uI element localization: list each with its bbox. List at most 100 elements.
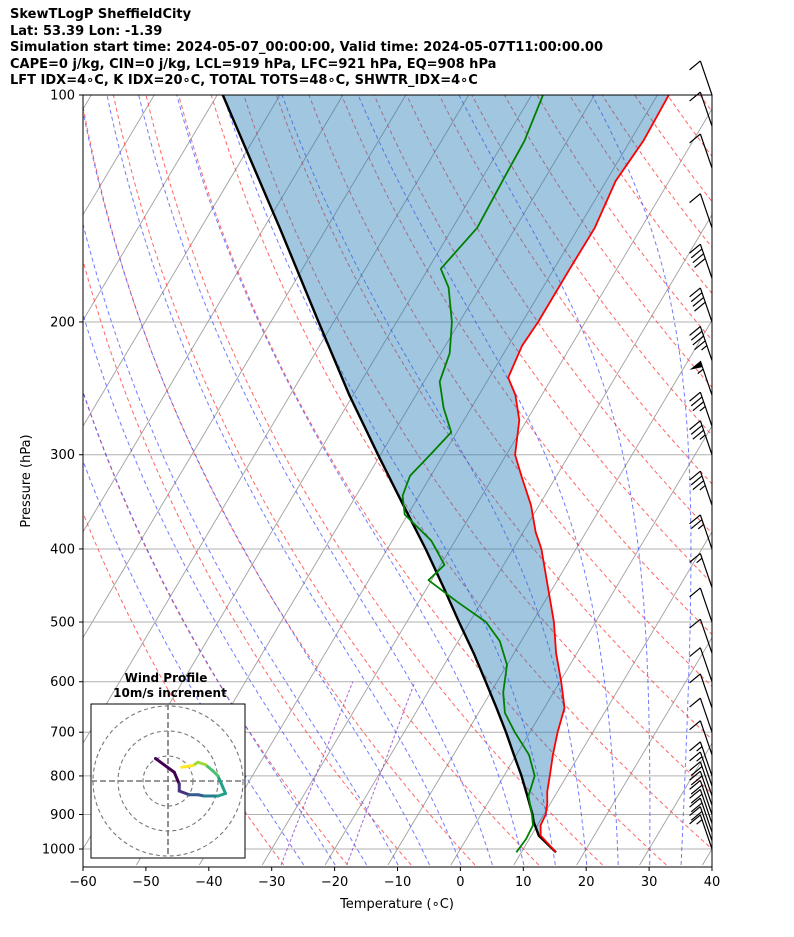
location-text: Lat: 53.39 Lon: -1.39 (10, 23, 163, 39)
barb-half (699, 434, 706, 440)
wind-barb (689, 360, 713, 396)
barb-half (699, 485, 706, 491)
y-tick-label: 300 (50, 448, 75, 463)
barb-full (692, 401, 705, 412)
dry-adiabat (732, 95, 794, 865)
wind-barb (689, 788, 713, 824)
y-axis-label: Pressure (hPa) (19, 434, 34, 527)
dry-adiabat (145, 95, 603, 866)
isotherm-line (324, 213, 712, 866)
barb-full (689, 514, 701, 525)
isotherm-line (83, 95, 407, 639)
barb-staff (699, 243, 713, 279)
barb-staff (699, 287, 713, 323)
moist-adiabat (83, 459, 305, 866)
dry-adiabat (275, 95, 712, 741)
y-tick-label: 500 (50, 616, 75, 631)
dry-adiabat (634, 95, 712, 203)
wind-barb (689, 243, 713, 279)
moist-adiabat (83, 222, 399, 866)
hodograph-segment (204, 763, 215, 773)
y-tick-label: 600 (50, 675, 75, 690)
dry-adiabat (210, 95, 712, 850)
isotherm-line (83, 95, 344, 533)
barb-full (690, 330, 703, 341)
x-tick-label: 10 (515, 875, 532, 890)
barb-staff (699, 193, 713, 228)
barb-staff (699, 751, 713, 787)
moist-adiabat (713, 95, 749, 865)
barb-flag (689, 360, 703, 370)
moist-adiabat (83, 108, 430, 866)
hodograph-segment (177, 789, 191, 797)
barb-full (692, 253, 705, 264)
barb-half (696, 756, 703, 762)
y-tick-label: 700 (50, 726, 75, 741)
barb-staff (699, 420, 713, 455)
barb-half (697, 523, 705, 530)
wind-barb (689, 193, 713, 228)
wind-barb (689, 326, 713, 361)
barb-full (692, 480, 705, 491)
barb-staff (699, 761, 713, 796)
moist-adiabat (222, 95, 556, 866)
barb-full (690, 475, 703, 486)
barb-staff (699, 797, 713, 833)
x-tick-label: 20 (578, 875, 595, 890)
barb-full (689, 552, 701, 563)
dry-adiabat (243, 95, 712, 795)
barb-full (689, 193, 701, 204)
barb-full (692, 335, 705, 346)
barb-staff (699, 697, 713, 733)
dewpoint-line (401, 95, 544, 853)
wind-barb (689, 391, 713, 427)
isotherm-line (261, 108, 712, 866)
isotherm-line (83, 95, 92, 110)
barb-half (697, 368, 704, 375)
barb-full (689, 720, 701, 731)
y-tick-label: 900 (50, 808, 75, 823)
isotherm-line (513, 530, 712, 866)
wind-barb (689, 420, 713, 455)
barb-half (699, 406, 706, 412)
wind-barb (689, 720, 713, 755)
barb-staff (699, 789, 713, 824)
moist-adiabat (106, 95, 462, 866)
x-tick-label: −60 (69, 875, 96, 890)
y-tick-label: 400 (50, 542, 75, 557)
time-text: Simulation start time: 2024-05-07_00:00:… (10, 40, 603, 55)
barb-full (690, 766, 703, 776)
indices-text-2: LFT IDX=4∘C, K IDX=20∘C, TOTAL TOTS=48∘C… (10, 73, 478, 88)
barb-full (690, 396, 703, 407)
barb-staff (699, 780, 713, 815)
barb-full (689, 326, 701, 336)
chart-title: SkewTLogP SheffieldCity (10, 7, 192, 22)
barb-full (689, 673, 701, 684)
wind-barb (689, 741, 713, 777)
isotherm-line (387, 319, 712, 866)
barb-half (696, 557, 703, 564)
isotherm-line (83, 95, 470, 745)
barb-full (694, 301, 706, 312)
cape-fill (222, 95, 669, 853)
moist-adiabat (458, 95, 651, 865)
x-tick-label: −50 (132, 875, 159, 890)
x-tick-label: −20 (321, 875, 348, 890)
barb-full (689, 647, 701, 658)
moist-adiabat (83, 312, 368, 866)
hodograph-segment (216, 774, 227, 795)
barb-full (689, 133, 701, 144)
barb-staff (699, 814, 713, 850)
barb-staff (699, 133, 713, 169)
barb-full (689, 287, 701, 298)
y-tick-label: 1000 (42, 843, 75, 858)
barb-full (690, 424, 703, 435)
barb-full (689, 470, 701, 481)
hodograph-segment (154, 757, 176, 774)
barb-full (690, 775, 703, 786)
wind-barb (689, 797, 713, 833)
dry-adiabat (112, 95, 540, 866)
barb-full (689, 779, 701, 790)
background-lines (83, 95, 794, 866)
